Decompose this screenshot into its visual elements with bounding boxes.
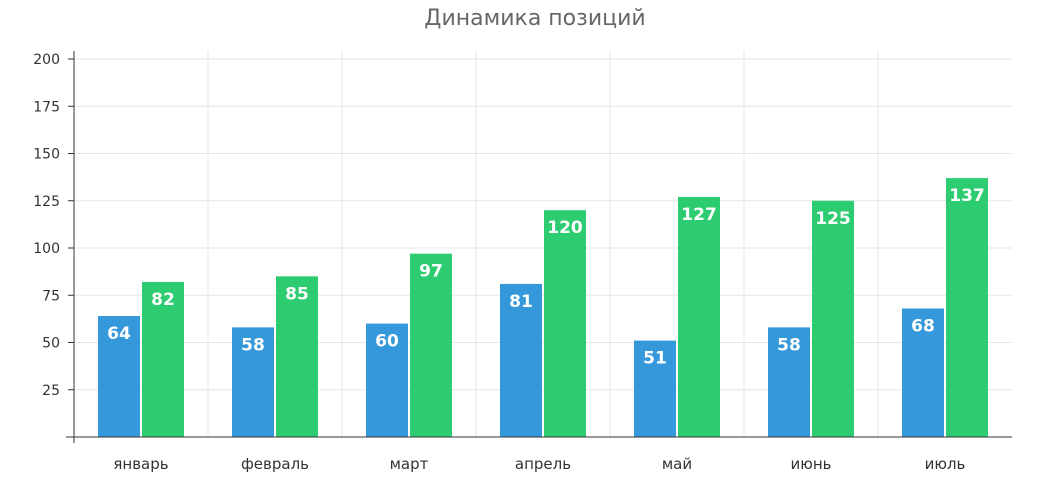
bar-data-label: 82	[151, 290, 175, 310]
y-tick-label: 200	[33, 52, 60, 68]
bar-data-label: 125	[815, 209, 851, 229]
bar-data-label: 58	[777, 335, 801, 355]
bar-data-label: 120	[547, 218, 583, 238]
bar-data-label: 97	[419, 262, 443, 282]
bar	[544, 210, 586, 437]
bar	[366, 323, 408, 437]
bar-data-label: 127	[681, 205, 717, 225]
chart-title: Динамика позиций	[424, 6, 646, 31]
bar	[98, 316, 140, 437]
bar-data-label: 137	[949, 186, 985, 206]
bar	[812, 200, 854, 437]
x-tick-label: январь	[113, 455, 168, 473]
axes-layer: 25 50 75 100 125 150 175 200 январь февраль март ап…	[33, 51, 1012, 473]
bar-data-label: 64	[107, 324, 131, 344]
bar	[902, 308, 944, 437]
bar	[142, 282, 184, 437]
y-tick-label: 25	[42, 383, 60, 399]
bar	[276, 276, 318, 437]
bar	[678, 196, 720, 437]
bar-data-label: 58	[241, 335, 265, 355]
grid-layer	[74, 51, 1012, 437]
y-tick-label: 150	[33, 147, 60, 163]
bar	[500, 283, 542, 437]
bar-data-label: 60	[375, 332, 399, 352]
bar-data-label: 51	[643, 349, 667, 369]
x-tick-label: май	[662, 455, 692, 473]
x-tick-label: март	[390, 455, 429, 473]
y-tick-label: 125	[33, 194, 60, 210]
bar	[410, 253, 452, 437]
labels-layer: 64 82 58 85 60 97 81 120 51 127 58 125 68 137	[107, 186, 985, 369]
y-tick-label: 100	[33, 241, 60, 257]
bar-data-label: 85	[285, 284, 309, 304]
bar	[634, 340, 676, 437]
bar-data-label: 81	[509, 292, 533, 312]
y-tick-label: 50	[42, 336, 60, 352]
x-tick-label: июнь	[790, 455, 831, 473]
x-tick-label: февраль	[241, 455, 309, 473]
x-tick-label: апрель	[515, 455, 571, 473]
y-tick-label: 175	[33, 99, 60, 115]
y-tick-label: 75	[42, 288, 60, 304]
bar	[232, 327, 274, 437]
bar	[946, 178, 988, 437]
x-tick-label: июль	[925, 455, 966, 473]
bar-data-label: 68	[911, 316, 935, 336]
bars-layer	[98, 178, 988, 437]
bar	[768, 327, 810, 437]
